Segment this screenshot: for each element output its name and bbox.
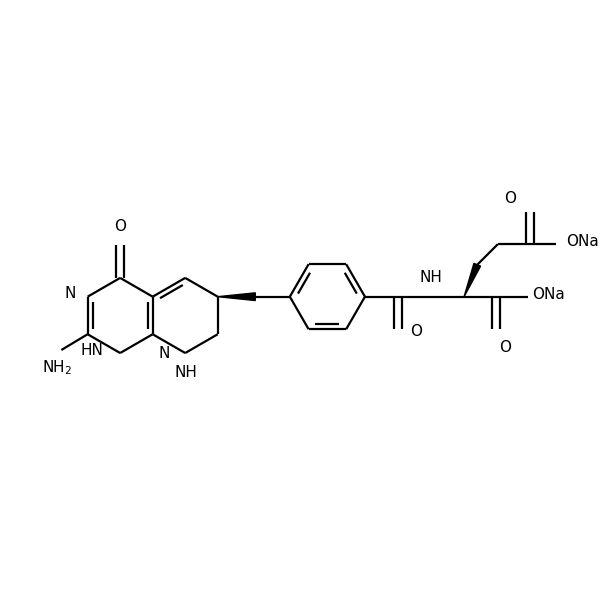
Text: N: N [158, 346, 170, 361]
Text: O: O [499, 340, 511, 355]
Text: O: O [410, 324, 422, 339]
Text: HN: HN [81, 343, 104, 358]
Text: ONa: ONa [566, 235, 599, 250]
Polygon shape [464, 263, 481, 296]
Text: ONa: ONa [532, 287, 565, 302]
Text: NH: NH [419, 269, 442, 284]
Text: N: N [64, 286, 76, 301]
Polygon shape [218, 293, 255, 301]
Text: NH$_2$: NH$_2$ [42, 358, 72, 377]
Text: O: O [114, 219, 126, 234]
Text: O: O [505, 191, 517, 206]
Text: NH: NH [175, 365, 198, 380]
